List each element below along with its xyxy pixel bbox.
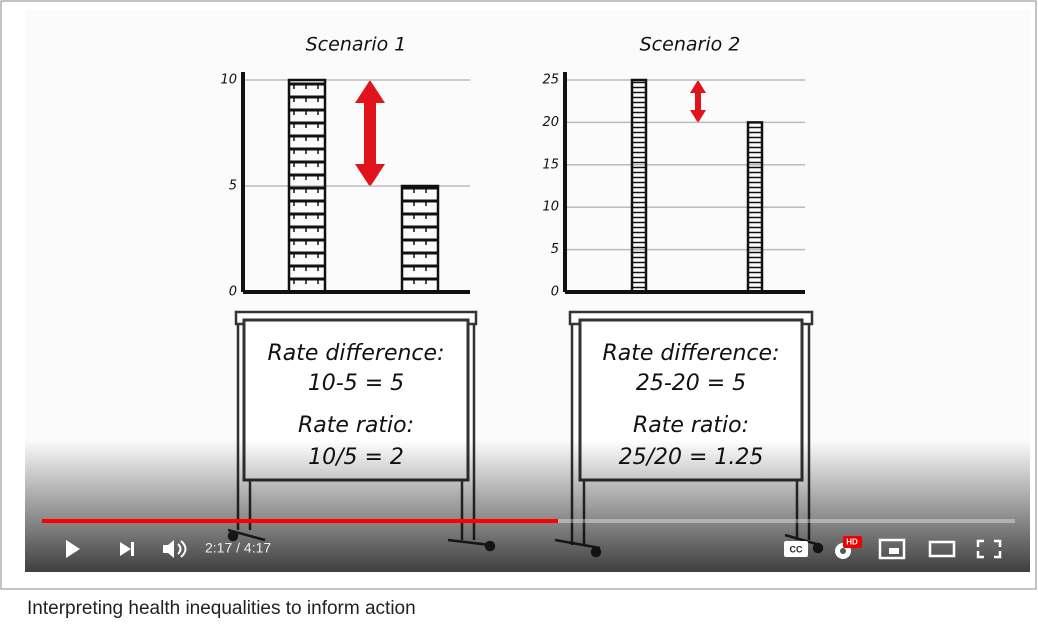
y-tick-label: 15 [542,157,559,172]
board-line: Rate ratio: [298,413,414,438]
y-tick-label: 0 [229,285,237,300]
ladder-bar [630,78,648,294]
hd-label: HD [846,538,858,547]
board-line: Rate difference: [268,341,445,366]
captions-label: CC [790,544,803,554]
board-line: Rate ratio: [633,413,749,438]
y-tick-label: 5 [229,179,237,194]
ladder-bar [287,78,327,294]
captions-button[interactable] [784,541,808,557]
difference-arrow [355,80,706,187]
video-title: Interpreting health inequalities to info… [27,598,416,619]
hd-badge [843,536,862,548]
y-tick-label: 0 [551,285,559,300]
chart: Scenario 1 0 5 10 [220,34,470,300]
chart-title: Scenario 1 [306,34,407,56]
y-tick-label: 10 [542,200,559,215]
board-line: Rate difference: [603,341,780,366]
y-tick-label: 20 [542,115,559,130]
settings-gear-hole [840,548,846,554]
progress-played [42,519,558,523]
chart: Scenario 2 0 5 10 15 20 25 [542,34,805,300]
theater-button[interactable] [928,540,956,558]
ladder-bar [746,121,764,294]
board-line: 25-20 = 5 [636,371,746,396]
y-tick-label: 5 [551,242,559,257]
chart-title: Scenario 2 [640,34,741,56]
frame-border [0,0,1037,590]
y-tick-label: 25 [542,73,559,88]
volume-button[interactable] [163,540,187,558]
ladder-bar [400,184,440,294]
video-player[interactable]: Scenario 1 0 5 10 Scenario 2 0 5 10 15 20 25 Rate … [0,0,1038,590]
y-tick-label: 10 [220,73,237,88]
controls-shade [25,440,1030,572]
next-button[interactable] [120,542,134,556]
board-line: 10-5 = 5 [308,371,404,396]
miniplayer-button[interactable] [878,538,906,560]
time-display: 2:17 / 4:17 [205,540,271,556]
play-button[interactable] [66,540,80,558]
fullscreen-button[interactable] [976,539,1002,559]
